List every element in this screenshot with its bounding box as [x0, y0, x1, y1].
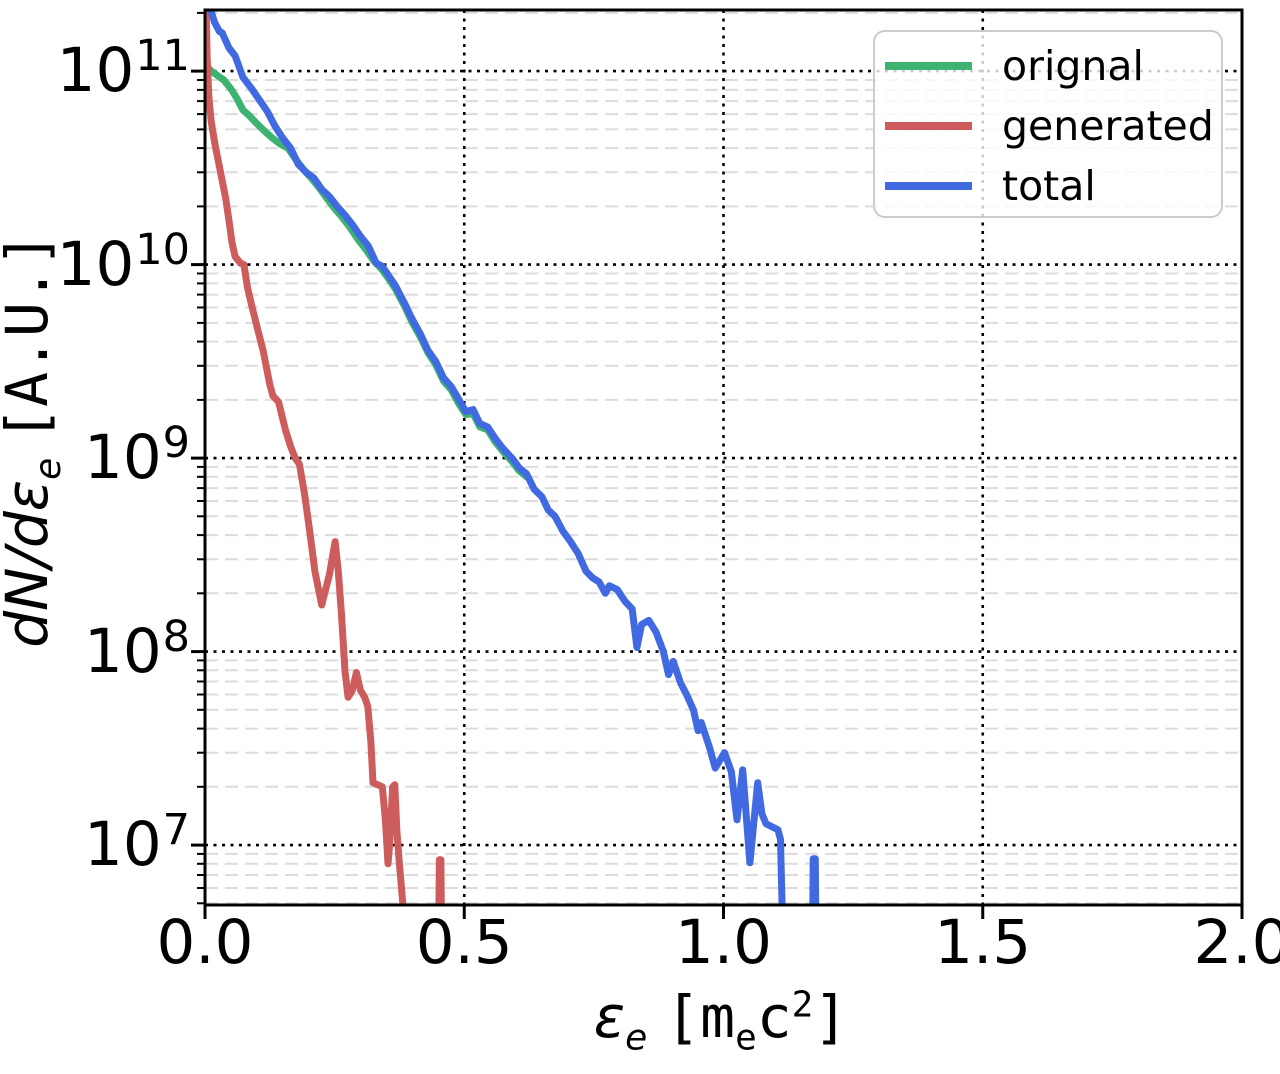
legend-item-orignal: orignal [875, 36, 1221, 96]
legend-item-total: total [875, 156, 1221, 216]
series-lines [205, 10, 820, 905]
legend: orignal generated total [873, 30, 1223, 218]
legend-swatch-generated [885, 122, 972, 130]
series-line-total [207, 10, 786, 905]
axis-ticks [191, 11, 1244, 919]
legend-label: orignal [1002, 42, 1144, 90]
series-line-generated [435, 856, 445, 905]
series-line-total [809, 855, 820, 905]
legend-item-generated: generated [875, 96, 1221, 156]
x-axis-title-unit: [mec2] [665, 983, 849, 1059]
legend-label: generated [1002, 102, 1214, 150]
legend-swatch-total [885, 182, 972, 190]
y-axis-title-symbol: dN/dεe [0, 457, 69, 648]
y-axis-title-unit: [A.U.] [0, 232, 62, 442]
x-axis-title-symbol: εe [593, 983, 648, 1059]
y-axis-title: dN/dεe [A.U.] [0, 232, 84, 648]
figure: 0.0 0.5 1.0 1.5 2.0 1011 1010 109 108 107 dN/dεe[… [0, 8, 1280, 1059]
legend-swatch-orignal [885, 62, 972, 70]
x-axis-title: εe [mec2] [594, 971, 848, 1074]
legend-label: total [1002, 162, 1096, 210]
series-line-generated [205, 10, 407, 905]
